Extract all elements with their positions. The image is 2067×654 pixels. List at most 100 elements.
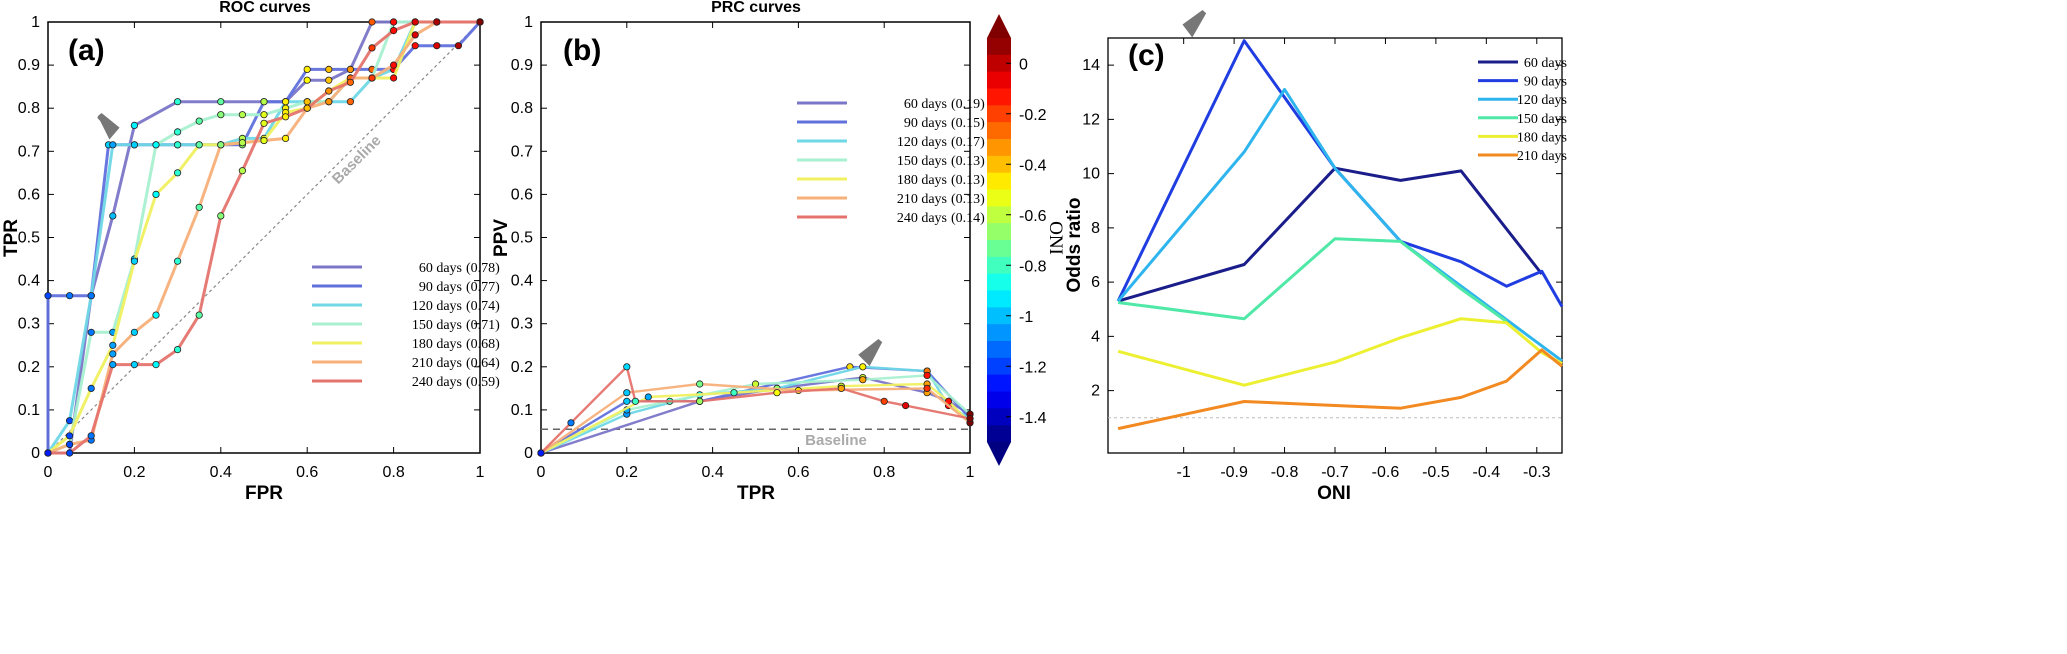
- legend-series-name: 60 days: [904, 97, 947, 112]
- legend-series-name: 180 days: [412, 337, 462, 352]
- y-tick-label: 0.7: [18, 143, 40, 160]
- colorbar-tick-label: -1.4: [1019, 410, 1047, 427]
- colorbar-stripe: [987, 105, 1011, 123]
- prc-ticks: 0 0.2 0.4 0.6 0.8 1 0 0.1 0.2 0.3 0.4 0.5 0.6 0.7 0.8 0…: [511, 14, 975, 481]
- data-point: [476, 18, 484, 26]
- data-point: [174, 169, 182, 177]
- legend-series-value: (0.15): [951, 116, 985, 131]
- data-point: [87, 292, 95, 300]
- oni-colorbar: 0 -0.2 -0.4 -0.6 -0.8 -1 -1.2 -1.4 ONI: [987, 14, 1066, 466]
- roc-ticks: 0 0.2 0.4 0.6 0.8 1 0 0.1 0.2 0.3 0.4 0.5 0.6 0.7 0.8 0…: [18, 14, 485, 481]
- roc-baseline-label: Baseline: [329, 132, 385, 188]
- data-point: [195, 141, 203, 149]
- x-tick-label: -0.4: [1473, 464, 1501, 481]
- x-tick-label: 0: [537, 464, 546, 481]
- odds-panel-label: (c): [1128, 39, 1165, 72]
- data-point: [433, 42, 441, 50]
- legend-series-value: (0.78): [466, 261, 500, 276]
- data-point: [152, 311, 160, 319]
- legend-series-value: (0.17): [951, 135, 985, 150]
- data-point: [152, 190, 160, 198]
- data-point: [368, 44, 376, 52]
- data-point: [623, 389, 631, 397]
- colorbar-tick-label: -1: [1019, 309, 1033, 326]
- colorbar-stripe: [987, 341, 1011, 359]
- roc-legend: 60 days (0.78) 90 days (0.77) 120 days (0.74)…: [312, 261, 500, 390]
- colorbar-stripe: [987, 324, 1011, 342]
- colorbar-stripe: [987, 189, 1011, 207]
- odds-series-group: [1116, 39, 1564, 431]
- data-point: [217, 212, 225, 220]
- data-point: [433, 18, 441, 26]
- prc-series-group: [537, 363, 974, 457]
- x-tick-label: 0.6: [296, 464, 318, 481]
- data-point: [66, 449, 74, 457]
- data-point: [751, 380, 760, 388]
- data-point: [303, 98, 311, 106]
- legend-series-name: 120 days: [1517, 93, 1567, 108]
- x-tick-label: 0: [44, 464, 53, 481]
- series-line-210-days: [47, 20, 480, 455]
- data-point: [195, 203, 203, 211]
- colorbar-stripe: [987, 256, 1011, 275]
- legend-series-name: 60 days: [419, 261, 462, 276]
- odds-xlabel: ONI: [1317, 483, 1351, 504]
- y-tick-label: 0.2: [511, 359, 533, 376]
- y-tick-label: 2: [1091, 383, 1100, 400]
- legend-series-name: 240 days: [897, 211, 947, 226]
- data-point: [966, 414, 974, 423]
- data-point: [109, 341, 117, 349]
- y-tick-label: 0.8: [511, 100, 533, 117]
- odds-panel: -1 -0.9 -0.8 -0.7 -0.6 -0.5 -0.4 -0.3 2 4 6 8 10 12 14…: [1064, 9, 1567, 504]
- colorbar-stripe: [987, 223, 1011, 241]
- data-point: [303, 65, 311, 74]
- colorbar-stripe: [987, 155, 1011, 174]
- legend-series-value: (0.14): [951, 211, 985, 226]
- data-point: [152, 141, 160, 149]
- data-point: [174, 141, 182, 149]
- y-tick-label: 0.5: [18, 230, 40, 247]
- legend-series-value: (0.71): [466, 318, 500, 333]
- data-point: [109, 141, 117, 149]
- x-tick-label: -0.6: [1372, 464, 1400, 481]
- prc-title: PRC curves: [711, 0, 801, 16]
- series-line-90-days: [540, 365, 971, 455]
- y-tick-label: 10: [1082, 166, 1100, 183]
- y-tick-label: 0.5: [511, 230, 533, 247]
- data-point: [44, 449, 52, 457]
- colorbar-tick-label: -0.2: [1019, 107, 1047, 124]
- legend-series-value: (0.13): [951, 192, 985, 207]
- series-line-150-days: [1117, 237, 1508, 323]
- x-tick-label: 0.8: [873, 464, 895, 481]
- data-point: [411, 42, 419, 50]
- data-point: [730, 389, 738, 397]
- legend-series-value: (0.64): [466, 356, 500, 371]
- legend-series-name: 60 days: [1524, 56, 1567, 71]
- x-tick-label: 0.4: [701, 464, 723, 481]
- data-point: [303, 76, 311, 84]
- colorbar-top-cap: [987, 14, 1011, 38]
- data-point: [174, 98, 182, 106]
- y-tick-label: 1: [524, 14, 533, 31]
- colorbar-tick-label: -0.6: [1019, 208, 1047, 225]
- data-point: [880, 397, 888, 405]
- data-point: [66, 432, 74, 440]
- data-point: [260, 98, 268, 106]
- data-point: [109, 360, 117, 369]
- data-point: [44, 292, 52, 300]
- data-point: [389, 26, 398, 35]
- data-point: [152, 360, 160, 369]
- legend-series-name: 150 days: [897, 154, 947, 169]
- data-point: [389, 74, 398, 82]
- data-point: [346, 65, 354, 74]
- data-point: [567, 419, 575, 427]
- data-point: [217, 98, 225, 106]
- legend-series-value: (0.74): [466, 299, 500, 314]
- legend-series-value: (0.13): [951, 154, 985, 169]
- legend-series-name: 150 days: [412, 318, 462, 333]
- colorbar-ticks: 0 -0.2 -0.4 -0.6 -0.8 -1 -1.2 -1.4: [1006, 56, 1047, 427]
- colorbar-stripe: [987, 240, 1011, 258]
- x-tick-label: -1: [1177, 464, 1191, 481]
- colorbar-stripe: [987, 357, 1011, 376]
